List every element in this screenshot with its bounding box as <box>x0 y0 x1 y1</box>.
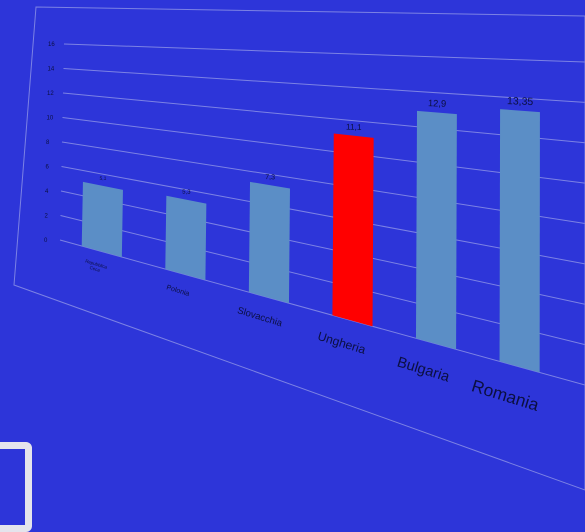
y-tick-label: 6 <box>46 165 50 171</box>
x-tick-label-line: Romania <box>469 376 541 415</box>
x-tick-label: Polonia <box>165 283 190 298</box>
x-tick-label: RepubblicaCeca <box>83 258 108 274</box>
x-axis-labels: RepubblicaCeca Polonia Slovacchia Ungheria B… <box>83 258 541 415</box>
y-tick-label: 14 <box>48 67 55 73</box>
x-tick-label: Ungheria <box>316 329 368 357</box>
gridline <box>64 44 585 62</box>
data-label: 13,35 <box>507 95 534 108</box>
data-label: 7,3 <box>265 173 275 181</box>
y-tick-label: 10 <box>47 116 54 122</box>
x-tick-label: Romania <box>469 376 541 415</box>
bar-slovacchia <box>249 182 290 303</box>
bar-bulgaria <box>416 111 457 350</box>
x-tick-label-line: Polonia <box>165 283 190 298</box>
y-tick-label: 2 <box>45 214 49 220</box>
data-label: 5,1 <box>99 176 106 182</box>
y-tick-label: 4 <box>45 189 49 195</box>
bar-chart: 0 2 4 6 8 10 12 14 16 5,1 5,3 7,3 11,1 12,9 13,35 Rep… <box>0 0 585 503</box>
y-axis-ticks: 0 2 4 6 8 10 12 14 16 <box>44 42 55 244</box>
y-tick-label: 0 <box>44 238 48 244</box>
frame-corner-decoration <box>0 442 32 532</box>
x-tick-label: Slovacchia <box>236 305 284 329</box>
bar-romania <box>500 109 540 372</box>
x-tick-label-line: Slovacchia <box>236 305 284 329</box>
x-tick-label: Bulgaria <box>395 355 452 386</box>
bar-repubblica-ceca <box>82 182 123 257</box>
y-tick-label: 16 <box>48 42 55 48</box>
data-label: 12,9 <box>428 97 447 109</box>
x-tick-label-line: Ungheria <box>316 329 368 357</box>
y-tick-label: 8 <box>46 140 50 146</box>
data-labels: 5,1 5,3 7,3 11,1 12,9 13,35 <box>99 95 533 196</box>
x-tick-label-line: Bulgaria <box>395 355 452 386</box>
data-label: 11,1 <box>346 121 362 132</box>
y-tick-label: 12 <box>47 91 54 97</box>
bar-ungheria <box>332 134 373 327</box>
data-label: 5,3 <box>182 190 191 196</box>
bar-polonia <box>165 196 206 280</box>
